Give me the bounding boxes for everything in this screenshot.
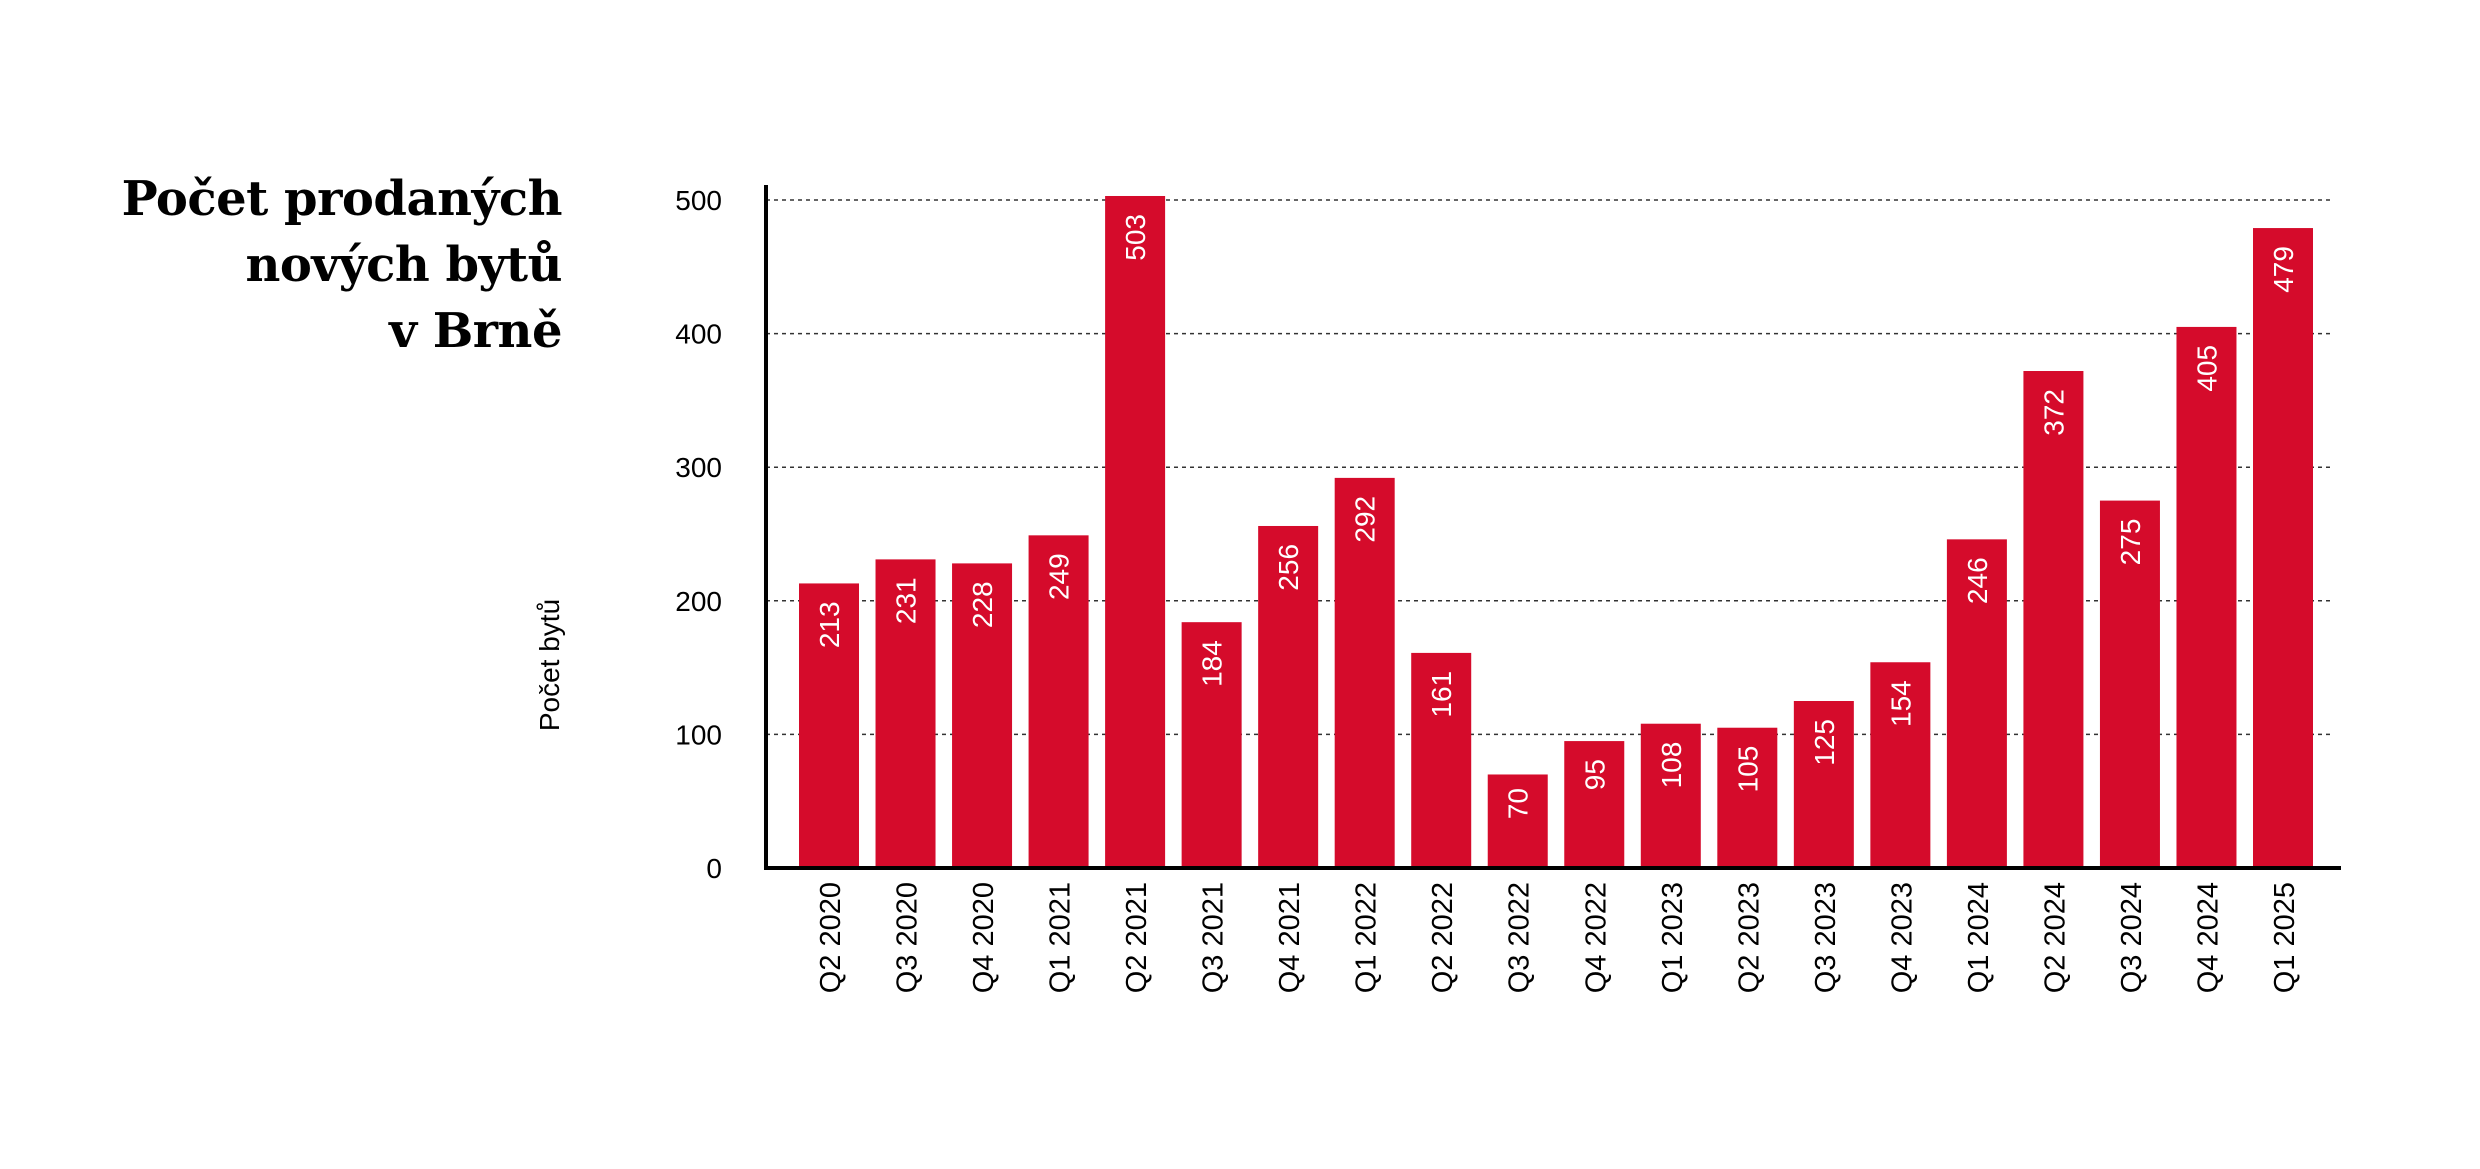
bar — [1487, 774, 1548, 868]
bar-value-label: 256 — [1273, 544, 1304, 591]
y-tick-label: 500 — [675, 185, 722, 216]
x-tick-label: Q4 2021 — [1274, 882, 1306, 993]
chart-title: Počet prodaných nových bytů v Brně — [100, 166, 563, 364]
bar — [1181, 622, 1242, 868]
chart-title-line-3: v Brně — [389, 303, 562, 359]
y-tick-label: 200 — [675, 586, 722, 617]
x-tick-label: Q2 2024 — [2039, 882, 2071, 993]
bar — [799, 583, 859, 868]
bar-value-label: 228 — [967, 581, 998, 628]
chart-title-line-1: Počet prodaných — [121, 171, 563, 227]
x-tick-label: Q1 2025 — [2269, 882, 2301, 993]
bar-value-label: 213 — [814, 601, 845, 648]
x-tick-label: Q4 2020 — [968, 882, 1000, 993]
bar — [1946, 539, 2007, 868]
x-tick-label: Q3 2023 — [1810, 882, 1842, 993]
chart-title-line-2: nových bytů — [245, 237, 562, 293]
x-tick-label: Q3 2022 — [1504, 882, 1536, 993]
y-tick-label: 300 — [675, 452, 722, 483]
bar-value-label: 125 — [1809, 719, 1840, 766]
bar — [1105, 195, 1166, 868]
bar — [2253, 228, 2313, 868]
bar — [1793, 701, 1854, 868]
bar-value-label: 372 — [2038, 389, 2069, 436]
x-tick-label: Q4 2022 — [1580, 882, 1612, 993]
x-tick-label: Q2 2020 — [815, 882, 847, 993]
x-tick-label: Q1 2023 — [1657, 882, 1689, 993]
y-tick-label: 0 — [706, 853, 722, 884]
x-tick-label: Q3 2020 — [892, 882, 924, 993]
bar — [875, 559, 936, 868]
bar-value-label: 249 — [1044, 553, 1075, 600]
bar-value-label: 231 — [891, 577, 922, 624]
bar — [1640, 723, 1701, 868]
x-tick-label: Q2 2022 — [1427, 882, 1459, 993]
x-tick-label: Q2 2023 — [1733, 882, 1765, 993]
y-tick-labels: 0 100 200 300 400 500 — [675, 185, 722, 884]
bar-value-label: 95 — [1579, 759, 1610, 790]
bar-value-label: 503 — [1120, 214, 1151, 261]
bar-value-label: 275 — [2115, 519, 2146, 566]
x-tick-label: Q4 2024 — [2192, 882, 2224, 993]
bars — [799, 195, 2313, 868]
bar-value-label: 479 — [2268, 246, 2299, 293]
bar-value-label: 405 — [2191, 345, 2222, 392]
x-tick-label: Q3 2021 — [1198, 882, 1230, 993]
bar-value-label: 161 — [1426, 671, 1457, 718]
y-axis-title: Počet bytů — [534, 599, 565, 731]
x-tick-label: Q2 2021 — [1121, 882, 1153, 993]
data-labels: 213 231 228 249 503 184 256 292 161 70 95 108 105 125… — [814, 214, 2299, 819]
x-tick-label: Q1 2024 — [1963, 882, 1995, 993]
bar-value-label: 246 — [1962, 557, 1993, 604]
bar-value-label: 105 — [1732, 746, 1763, 793]
bar — [2099, 500, 2160, 868]
bar — [2176, 326, 2237, 868]
bar — [1334, 477, 1395, 868]
y-tick-label: 100 — [675, 719, 722, 750]
bar — [1564, 741, 1625, 868]
bar — [1411, 652, 1472, 868]
bar-value-label: 108 — [1656, 742, 1687, 789]
x-tick-label: Q1 2022 — [1351, 882, 1383, 993]
bar — [1258, 525, 1319, 868]
bar — [2023, 371, 2084, 868]
bar-value-label: 184 — [1197, 640, 1228, 687]
bar-value-label: 292 — [1350, 496, 1381, 543]
x-tick-labels: Q2 2020 Q3 2020 Q4 2020 Q1 2021 Q2 2021 Q3 20… — [815, 882, 2301, 993]
x-tick-label: Q3 2024 — [2116, 882, 2148, 993]
bar — [1028, 535, 1089, 868]
x-tick-label: Q4 2023 — [1886, 882, 1918, 993]
y-tick-label: 400 — [675, 319, 722, 350]
bar — [1870, 662, 1931, 868]
x-tick-label: Q1 2021 — [1045, 882, 1077, 993]
bar — [1717, 727, 1778, 868]
bar-value-label: 70 — [1503, 788, 1534, 819]
bar-value-label: 154 — [1885, 680, 1916, 727]
bar — [952, 563, 1013, 868]
